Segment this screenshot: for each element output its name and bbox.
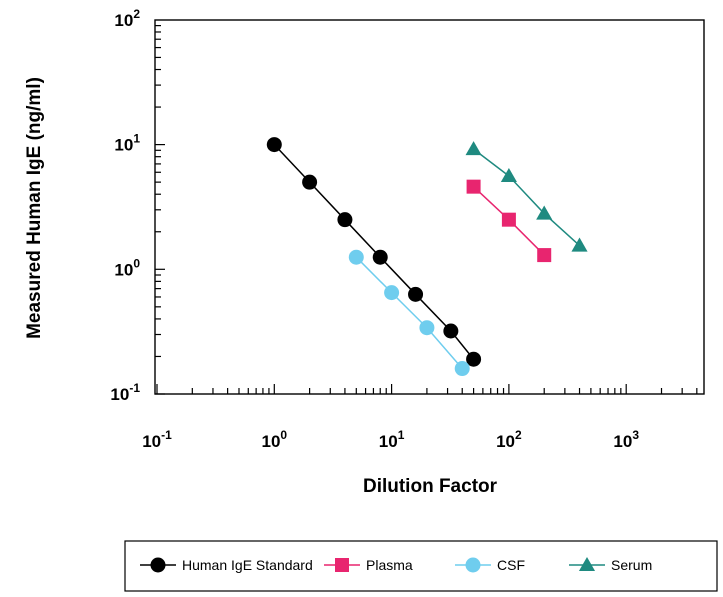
y-tick-label: 102 (114, 7, 140, 30)
data-point-circle (384, 285, 400, 301)
y-axis-title: Measured Human IgE (ng/ml) (24, 77, 45, 339)
y-axis-ticks (155, 25, 165, 395)
legend-label: Human IgE Standard (182, 557, 313, 573)
x-tick-label: 103 (613, 428, 639, 451)
legend-item: Serum (569, 556, 652, 573)
series-line (473, 148, 581, 247)
y-tick-label: 101 (114, 132, 140, 155)
data-point-circle (465, 557, 481, 573)
data-point-triangle (571, 237, 588, 252)
x-tick-label: 100 (261, 428, 287, 451)
legend-items: Human IgE Standard Plasma CSF Serum (140, 556, 652, 573)
data-point-triangle (578, 556, 596, 572)
x-tick-label: 10-1 (142, 428, 172, 451)
legend-label: Serum (611, 557, 652, 573)
data-point-circle (408, 286, 424, 302)
legend-label: Plasma (366, 557, 413, 573)
y-tick-label: 10-1 (110, 381, 140, 404)
y-axis-tick-labels: 10-1 100 101 102 (110, 7, 140, 404)
plot-frame (154, 19, 705, 395)
data-point-circle (372, 249, 388, 265)
legend-label: CSF (497, 557, 525, 573)
legend-item: Human IgE Standard (140, 557, 313, 573)
data-point-circle (454, 361, 470, 377)
x-tick-label: 102 (496, 428, 522, 451)
data-point-square (537, 248, 552, 263)
series-line (273, 144, 475, 360)
series-plasma (466, 179, 552, 263)
x-tick-label: 101 (379, 428, 405, 451)
data-point-circle (150, 557, 166, 573)
data-point-circle (302, 174, 318, 190)
data-point-square (466, 179, 481, 194)
x-axis-tick-labels: 10-1 100 101 102 103 (142, 428, 639, 451)
data-point-circle (348, 249, 364, 265)
series-layer (266, 137, 588, 377)
legend-item: Plasma (324, 557, 413, 573)
series-line (355, 256, 463, 370)
data-point-circle (419, 320, 435, 336)
data-point-circle (443, 323, 459, 339)
data-point-square (335, 558, 349, 572)
series-csf (348, 249, 470, 377)
data-point-circle (466, 351, 482, 367)
data-point-triangle (536, 205, 553, 220)
x-axis-ticks (156, 384, 698, 394)
data-point-circle (266, 137, 282, 153)
legend-item: CSF (455, 557, 525, 573)
data-point-square (501, 212, 516, 227)
data-point-triangle (465, 141, 482, 156)
y-tick-label: 100 (114, 256, 140, 279)
series-human-ige-standard (266, 137, 482, 367)
legend-box (124, 540, 718, 592)
data-point-circle (337, 212, 353, 228)
legend: Human IgE Standard Plasma CSF Serum (124, 540, 718, 592)
x-axis-title: Dilution Factor (363, 476, 498, 497)
series-serum (465, 141, 588, 252)
data-point-triangle (500, 167, 517, 183)
